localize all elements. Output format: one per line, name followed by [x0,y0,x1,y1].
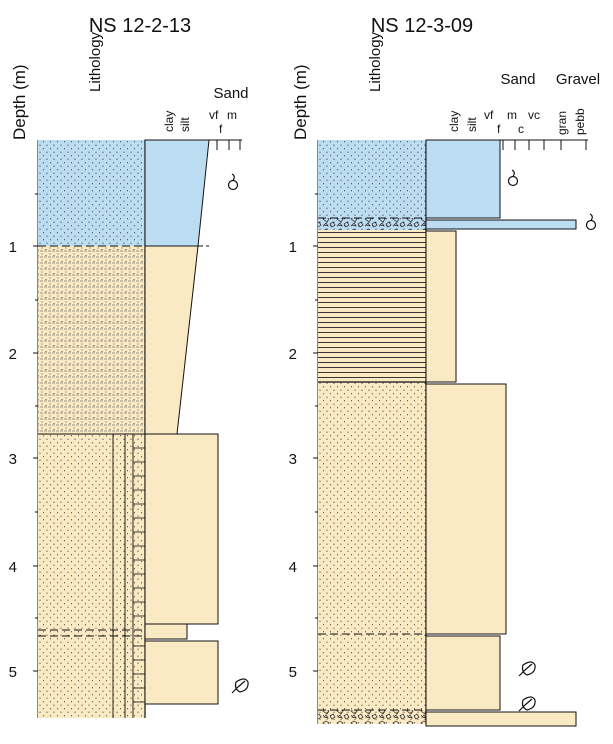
grain-label-vf: vf [484,108,494,122]
depth-axis-label: Depth (m) [291,64,310,140]
depth-tick-1: 1 [9,239,17,256]
depth-tick-2: 2 [9,346,17,363]
grain-label-clay: clay [447,111,461,132]
grain-label-m: m [227,108,237,122]
grain-label-f: f [497,122,501,136]
depth-tick-2: 2 [289,346,297,363]
lithology-label: Lithology [367,31,384,92]
grain-label-vc: vc [528,108,540,122]
grain-label-c: c [518,122,524,136]
grain-label-f: f [219,122,223,136]
plant-fragment-icon [518,661,536,677]
grain-label-silt: silt [178,117,192,132]
log-title: NS 12-2-13 [89,15,191,37]
depth-tick-5: 5 [9,664,17,681]
depth-tick-3: 3 [289,451,297,468]
plant-fragment-icon [518,696,536,712]
grain-label-pebb: pebb [573,108,587,135]
lithology-column [38,140,146,718]
grain-size-profile [425,139,577,727]
grain-size-profile [144,139,219,705]
grain-label-gran: gran [555,111,569,135]
log-ns-12-2-13: NS 12-2-13 Depth (m) Lithology Sand clay… [9,15,249,718]
lithology-column [318,140,427,724]
depth-tick-3: 3 [9,451,17,468]
depth-tick-1: 1 [289,239,297,256]
depth-tick-5: 5 [289,664,297,681]
plant-fragment-icon [231,678,249,694]
grain-label-vf: vf [209,108,219,122]
shell-icon [227,173,239,191]
log-ns-12-3-09: NS 12-3-09 Depth (m) Lithology Sand Grav… [289,15,600,727]
grain-group-sand: Sand [213,85,248,102]
grain-label-m: m [507,108,517,122]
grain-group-gravel: Gravel [556,71,600,88]
lithology-label: Lithology [87,31,104,92]
grain-group-sand: Sand [500,71,535,88]
shell-icon [585,213,597,231]
depth-tick-4: 4 [289,559,297,576]
shell-icon [507,169,519,187]
grain-label-clay: clay [162,111,176,132]
depth-tick-4: 4 [9,559,17,576]
grain-label-silt: silt [465,117,479,132]
log-title: NS 12-3-09 [371,15,473,37]
depth-axis-label: Depth (m) [10,64,29,140]
